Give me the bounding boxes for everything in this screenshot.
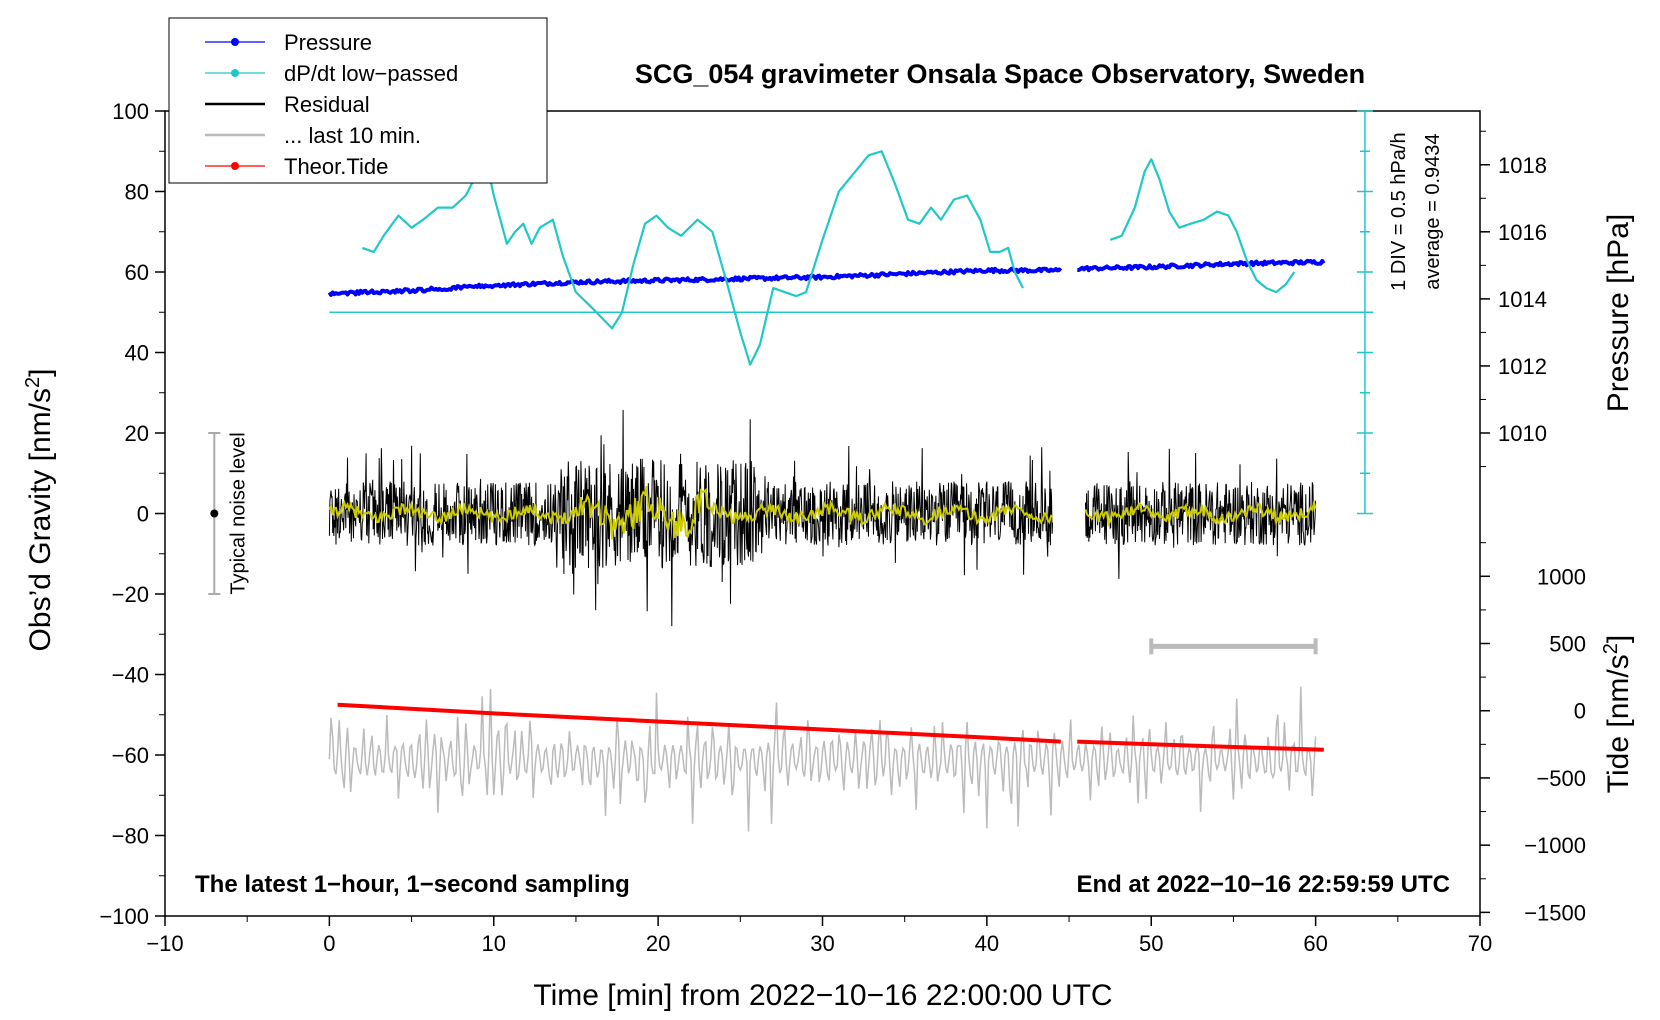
y-tick-label: −80 [112,824,149,849]
y-axis-title-pressure: Pressure [hPa] [1602,214,1635,412]
legend: Pressure dP/dt low−passed Residual ... last… [168,17,548,184]
y-tick-label: −60 [112,743,149,768]
y-axis-title-tide: Tide [nm/s2] [1600,635,1635,793]
x-tick-label: 30 [810,931,834,956]
tide-series-after-gap [1077,739,1324,752]
pressure-tick-label: 1014 [1498,287,1547,312]
legend-swatch-dot [231,69,239,77]
tide-tick-label: −500 [1536,766,1586,791]
noise-center-dot [210,509,219,518]
y-axis-title-left: Obs’d Gravity [nm/s2] [22,369,57,652]
tide-series [337,702,1061,744]
last10-series [328,686,1317,832]
legend-label: ... last 10 min. [284,123,421,148]
legend-label: dP/dt low−passed [284,61,458,86]
x-tick-label: −10 [146,931,183,956]
tide-tick-label: 1000 [1537,564,1586,589]
x-axis-title: Time [min] from 2022−10−16 22:00:00 UTC [533,979,1112,1012]
legend-label: Residual [284,92,370,117]
x-tick-label: 10 [482,931,506,956]
residual-smoothed-series [328,485,1317,540]
y-tick-label: 40 [125,341,149,366]
y-tick-label: 60 [125,260,149,285]
chart-title: SCG_054 gravimeter Onsala Space Observat… [635,59,1365,89]
y-axis-title-left-close: ] [24,369,57,377]
y-axis-title-tide-sup: 2 [1600,643,1622,654]
y-tick-label: −20 [112,582,149,607]
y-tick-label: 100 [112,99,149,124]
y-axis-title-left-text: Obs’d Gravity [nm/s [24,388,57,651]
note-end-time: End at 2022−10−16 22:59:59 UTC [1076,871,1450,898]
y-tick-label: −100 [99,904,149,929]
note-latest-hour: The latest 1−hour, 1−second sampling [195,871,630,898]
y-axis-title-tide-close: ] [1602,635,1635,643]
x-tick-label: 70 [1468,931,1492,956]
x-tick-label: 40 [975,931,999,956]
pressure-tick-label: 1012 [1498,354,1547,379]
pressure-series [327,266,1063,297]
pressure-tick-label: 1018 [1498,153,1547,178]
annotation-layer: Typical noise level 1 DIV = 0.5 hPa/h aver… [208,110,1444,655]
tide-tick-label: 0 [1574,699,1586,724]
tide-tick-label: −1500 [1524,900,1586,925]
tide-tick-label: 500 [1549,632,1586,657]
y-axis-title-tide-text: Tide [nm/s [1602,654,1635,793]
dpdt-series-after-gap [1109,158,1296,294]
legend-label: Theor.Tide [284,154,388,179]
y-tick-label: 80 [125,180,149,205]
dpdt-average-label: average = 0.9434 [1422,134,1444,290]
x-tick-label: 50 [1139,931,1163,956]
x-tick-label: 20 [646,931,670,956]
y-axis-title-left-sup: 2 [22,377,44,388]
pressure-series-after-gap [1076,258,1326,273]
pressure-tick-label: 1010 [1498,421,1547,446]
x-tick-label: 60 [1303,931,1327,956]
y-tick-label: −40 [112,663,149,688]
noise-label: Typical noise level [227,432,249,594]
tick-layer: −10 0 10 20 30 40 50 60 70−100−80−60−40−20020406… [99,99,1586,956]
x-tick-label: 0 [323,931,335,956]
dpdt-scale-label: 1 DIV = 0.5 hPa/h [1388,132,1410,290]
y-tick-label: 20 [125,421,149,446]
legend-label: Pressure [284,30,372,55]
residual-series [328,409,1317,627]
legend-box [168,17,548,184]
legend-swatch-dot [231,38,239,46]
y-tick-label: 0 [137,502,149,527]
tide-tick-label: −1000 [1524,833,1586,858]
pressure-tick-label: 1016 [1498,220,1547,245]
legend-swatch-dot [231,162,239,170]
